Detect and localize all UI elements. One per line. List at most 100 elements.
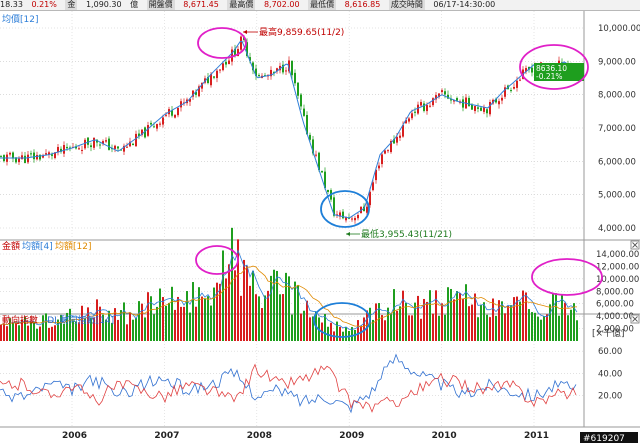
candle-body: [411, 113, 413, 119]
volume-bar: [21, 319, 23, 341]
candle-body: [525, 68, 527, 72]
volume-bar: [255, 294, 257, 341]
volume-bar: [558, 315, 560, 341]
candle-body: [531, 67, 533, 73]
header-cell: 8,702.00: [263, 0, 300, 9]
candle-body: [189, 98, 191, 102]
volume-bar: [285, 272, 287, 341]
candle-body: [135, 133, 137, 147]
candle-body: [123, 145, 125, 152]
volume-bar: [123, 302, 125, 341]
x-axis-labels: 2006 2007 2008 2009 2010 2011: [62, 431, 549, 441]
candle-body: [453, 100, 455, 102]
candle-body: [42, 155, 44, 158]
candle-body: [354, 218, 356, 221]
volume-bar: [441, 303, 443, 341]
header-label: 成交時間: [388, 0, 425, 10]
volume-bar: [525, 292, 527, 341]
candle-body: [246, 42, 248, 56]
candle-body: [153, 126, 155, 128]
candle-body: [279, 65, 281, 71]
candle-body: [510, 90, 512, 92]
candle-body: [24, 155, 26, 163]
price-tick-label: 7,000.00: [598, 124, 636, 134]
header-cell: 0.21%: [31, 0, 57, 9]
volume-bar: [495, 315, 497, 341]
price-tick-label: 10,000.00: [598, 24, 640, 34]
candle-body: [441, 90, 443, 93]
volume-bar: [198, 287, 200, 341]
candle-body: [519, 79, 521, 81]
volume-bar: [450, 288, 452, 341]
volume-bar: [171, 286, 173, 341]
candle-body: [447, 94, 449, 99]
volume-tick-label: 8,000.00: [596, 287, 634, 297]
volume-bar: [528, 309, 530, 341]
volume-bar: [72, 320, 74, 341]
volume-bar: [87, 307, 89, 341]
volume-bar: [411, 315, 413, 341]
candle-body: [141, 129, 143, 135]
volume-bar: [552, 293, 554, 341]
volume-bar: [81, 305, 83, 341]
candle-body: [237, 49, 239, 57]
candle-body: [318, 152, 320, 171]
candle-body: [483, 107, 485, 112]
volume-bar: [36, 328, 38, 341]
volume-bar: [531, 312, 533, 341]
dmi-tick-label: 40.00: [598, 369, 622, 379]
volume-bar: [357, 320, 359, 341]
volume-bar: [63, 323, 65, 341]
volume-bar: [567, 315, 569, 341]
volume-bar: [231, 227, 233, 341]
candle-body: [78, 148, 80, 150]
volume-bar: [102, 314, 104, 341]
volume-bar: [204, 298, 206, 341]
candle-body: [357, 215, 359, 219]
volume-bar: [183, 306, 185, 341]
candle-body: [60, 148, 62, 152]
volume-bar: [30, 322, 32, 341]
volume-bar: [0, 324, 2, 341]
candle-body: [255, 68, 257, 76]
volume-bar: [159, 288, 161, 341]
candle-body: [219, 69, 221, 71]
candle-body: [210, 74, 212, 86]
candle-body: [288, 60, 290, 72]
volume-bar: [153, 314, 155, 341]
candle-body: [39, 154, 41, 160]
watermark: #619207: [583, 434, 625, 444]
volume-bar: [537, 316, 539, 341]
volume-bar: [270, 275, 272, 341]
volume-bar: [96, 299, 98, 341]
volume-bar: [423, 298, 425, 341]
volume-bar: [66, 312, 68, 341]
volume-bar: [282, 294, 284, 341]
plus-di-line: [0, 353, 577, 414]
volume-bar: [501, 301, 503, 341]
volume-bar: [294, 281, 296, 341]
volume-bar: [546, 314, 548, 341]
volume-bar: [3, 323, 5, 341]
volume-bar: [42, 315, 44, 341]
volume-unit-label: [×千億]: [592, 327, 625, 339]
candle-body: [198, 86, 200, 97]
close-icon: [632, 242, 638, 248]
volume-bar: [390, 313, 392, 341]
header-cell: 億: [130, 0, 139, 9]
volume-bar: [345, 327, 347, 341]
candle-body: [315, 154, 317, 156]
volume-bar: [168, 302, 170, 341]
candle-body: [117, 146, 119, 149]
header-label: 最高價: [227, 0, 256, 10]
candle-body: [222, 63, 224, 71]
recent-highlight-ellipse: [519, 44, 589, 90]
high-arrow-head: [243, 30, 247, 34]
candle-body: [234, 48, 236, 57]
volume-bar: [402, 290, 404, 341]
volume-bar: [417, 295, 419, 341]
candle-body: [501, 97, 503, 101]
last-price-change: -0.21%: [536, 72, 563, 81]
volume-bar: [195, 306, 197, 341]
volume-bar: [324, 313, 326, 341]
